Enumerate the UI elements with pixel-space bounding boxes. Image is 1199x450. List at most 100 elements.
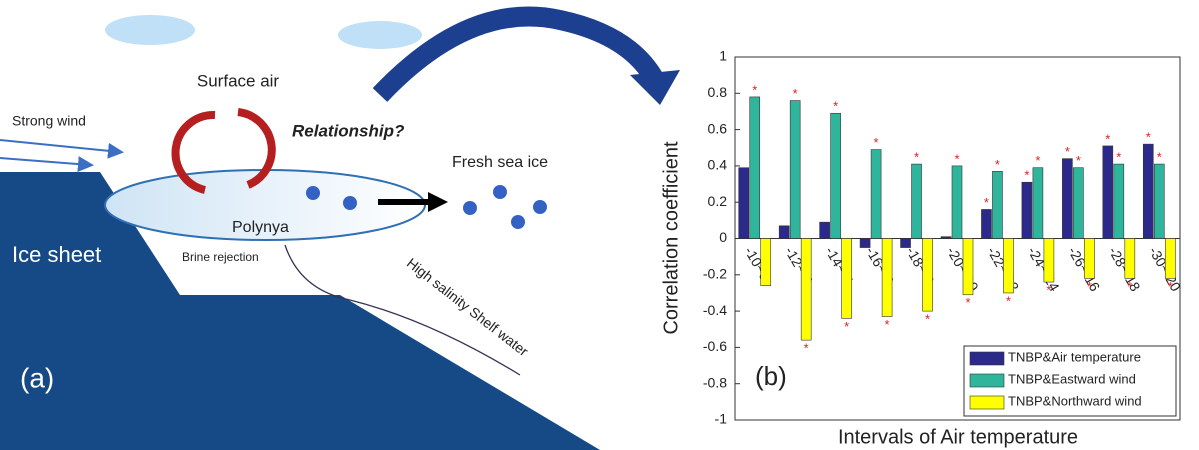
legend-label: TNBP&Eastward wind bbox=[1008, 371, 1136, 386]
bar bbox=[963, 239, 973, 295]
bar bbox=[1033, 168, 1043, 239]
cloud bbox=[105, 15, 195, 45]
ice-dot bbox=[306, 186, 320, 200]
label: Fresh sea ice bbox=[452, 154, 548, 171]
ice-dot bbox=[343, 196, 357, 210]
legend-label: TNBP&Northward wind bbox=[1008, 393, 1142, 408]
bar bbox=[820, 222, 830, 238]
significance-marker: * bbox=[1146, 130, 1151, 145]
legend-swatch bbox=[970, 352, 1004, 365]
bar bbox=[750, 97, 760, 239]
y-axis-label: Correlation coefficient bbox=[660, 141, 682, 335]
y-tick-label: -0.8 bbox=[703, 374, 727, 390]
bar bbox=[1073, 168, 1083, 239]
ice-dot bbox=[533, 200, 547, 214]
bar bbox=[941, 237, 951, 239]
significance-marker: * bbox=[1076, 153, 1081, 168]
bar bbox=[1125, 239, 1135, 279]
y-tick-label: 0.4 bbox=[708, 157, 728, 173]
label: Surface air bbox=[197, 71, 280, 90]
wind-arrow bbox=[0, 140, 120, 152]
significance-marker: * bbox=[995, 157, 1000, 172]
y-tick-label: 1 bbox=[719, 48, 727, 64]
x-axis-label: Intervals of Air temperature bbox=[838, 426, 1078, 448]
y-tick-label: -0.6 bbox=[703, 338, 727, 354]
chart: Correlation coefficient Intervals of Air… bbox=[660, 48, 1184, 449]
significance-marker: * bbox=[885, 317, 890, 332]
cloud bbox=[338, 21, 422, 49]
link-arrow bbox=[380, 17, 655, 95]
significance-marker: * bbox=[1035, 153, 1040, 168]
panel-label: (a) bbox=[20, 362, 54, 393]
significance-marker: * bbox=[954, 151, 959, 166]
label: Strong wind bbox=[12, 113, 86, 129]
bar bbox=[790, 101, 800, 239]
significance-marker: * bbox=[1046, 282, 1051, 297]
bar bbox=[1003, 239, 1013, 293]
export-arrowhead bbox=[428, 192, 448, 212]
bar bbox=[992, 171, 1002, 238]
bar bbox=[761, 239, 771, 286]
y-tick-label: 0.6 bbox=[708, 120, 728, 136]
y-tick-label: -0.2 bbox=[703, 266, 727, 282]
significance-marker: * bbox=[1157, 150, 1162, 165]
bar bbox=[1154, 164, 1164, 238]
bar bbox=[1103, 146, 1113, 239]
significance-marker: * bbox=[804, 341, 809, 356]
bar bbox=[1114, 164, 1124, 238]
bar bbox=[1084, 239, 1094, 279]
bar bbox=[1165, 239, 1175, 279]
bar bbox=[882, 239, 892, 317]
bar bbox=[1143, 144, 1153, 238]
panel-label: (b) bbox=[755, 361, 787, 391]
significance-marker: * bbox=[1024, 168, 1029, 183]
ice-dot bbox=[511, 215, 525, 229]
bar bbox=[739, 168, 749, 239]
legend-swatch bbox=[970, 396, 1004, 409]
significance-marker: * bbox=[844, 319, 849, 334]
significance-marker: * bbox=[1006, 293, 1011, 308]
significance-marker: * bbox=[984, 195, 989, 210]
significance-marker: * bbox=[833, 99, 838, 114]
bar bbox=[1062, 159, 1072, 239]
label: Ice sheet bbox=[12, 242, 101, 267]
bar bbox=[779, 226, 789, 239]
bar bbox=[901, 239, 911, 248]
y-tick-label: -1 bbox=[715, 411, 728, 427]
ice-dot bbox=[463, 201, 477, 215]
y-tick-label: 0.2 bbox=[708, 193, 728, 209]
significance-marker: * bbox=[965, 295, 970, 310]
legend-swatch bbox=[970, 374, 1004, 387]
bar bbox=[981, 209, 991, 238]
bar bbox=[801, 239, 811, 341]
significance-marker: * bbox=[1087, 279, 1092, 294]
bar bbox=[842, 239, 852, 319]
significance-marker: * bbox=[752, 82, 757, 97]
figure: Surface air Strong wind Relationship? Fr… bbox=[0, 0, 1199, 450]
wind-arrow bbox=[0, 158, 90, 165]
ice-dot bbox=[493, 185, 507, 199]
significance-marker: * bbox=[925, 312, 930, 327]
significance-marker: * bbox=[874, 135, 879, 150]
significance-marker: * bbox=[1168, 279, 1173, 294]
bar bbox=[1044, 239, 1054, 283]
bar bbox=[952, 166, 962, 239]
label: High salinity Shelf water bbox=[404, 255, 532, 360]
y-tick-label: -0.4 bbox=[703, 302, 727, 318]
significance-marker: * bbox=[1116, 150, 1121, 165]
bar bbox=[923, 239, 933, 312]
label: Relationship? bbox=[292, 121, 405, 140]
label: Polynya bbox=[232, 219, 289, 236]
significance-marker: * bbox=[914, 150, 919, 165]
significance-marker: * bbox=[793, 86, 798, 101]
label: Brine rejection bbox=[182, 250, 259, 264]
bar bbox=[1022, 182, 1032, 238]
bar bbox=[912, 164, 922, 238]
y-tick-label: 0.8 bbox=[708, 84, 728, 100]
significance-marker: * bbox=[1065, 144, 1070, 159]
bar bbox=[860, 239, 870, 248]
y-tick-label: 0 bbox=[719, 229, 727, 245]
bar bbox=[871, 150, 881, 239]
legend-label: TNBP&Air temperature bbox=[1008, 349, 1141, 364]
significance-marker: * bbox=[1127, 279, 1132, 294]
